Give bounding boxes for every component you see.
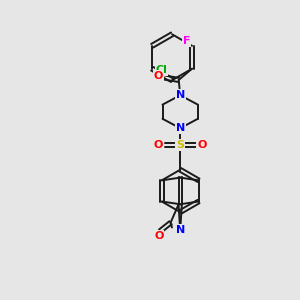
Text: N: N bbox=[176, 90, 185, 100]
Text: O: O bbox=[154, 140, 163, 150]
Text: N: N bbox=[176, 225, 185, 236]
Text: N: N bbox=[176, 90, 185, 100]
Text: Cl: Cl bbox=[156, 65, 168, 75]
Text: S: S bbox=[176, 140, 184, 150]
Text: O: O bbox=[197, 140, 207, 150]
Text: N: N bbox=[176, 123, 185, 133]
Text: F: F bbox=[183, 36, 190, 46]
Text: O: O bbox=[153, 71, 163, 81]
Text: O: O bbox=[154, 231, 164, 241]
